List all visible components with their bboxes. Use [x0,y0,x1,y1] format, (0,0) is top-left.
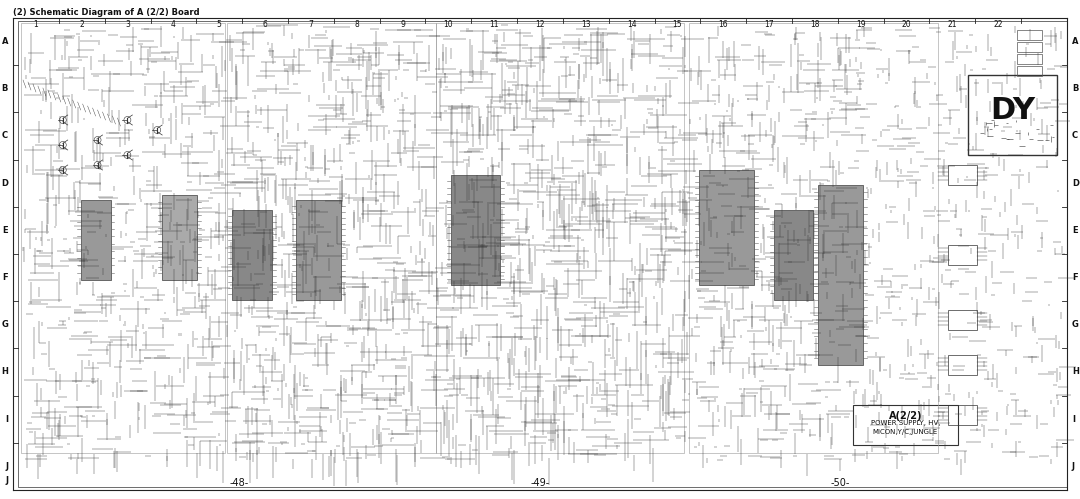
Text: -49-: -49- [530,478,550,488]
Bar [773,210,813,300]
Bar [296,200,341,300]
Text: 7: 7 [309,20,313,29]
Text: POWER SUPPLY, HV,: POWER SUPPLY, HV, [870,420,940,426]
Bar [435,23,684,453]
Text: DY: DY [989,95,1035,124]
Text: D: D [1072,179,1079,188]
Text: H: H [1072,367,1079,377]
Text: G: G [1072,320,1079,329]
Text: 10: 10 [444,20,454,29]
Text: A: A [1,37,8,46]
Text: -48-: -48- [230,478,249,488]
Bar [699,170,754,285]
Text: -50-: -50- [831,478,850,488]
Bar [689,23,937,453]
Bar [1017,66,1042,76]
Text: 20: 20 [902,20,912,29]
Text: J: J [1072,462,1075,471]
Text: 3: 3 [125,20,130,29]
Text: 12: 12 [536,20,544,29]
Text: 13: 13 [581,20,591,29]
Text: 15: 15 [673,20,683,29]
Bar [1017,30,1042,40]
Text: 14: 14 [626,20,636,29]
Bar [947,405,977,425]
Text: E: E [1072,226,1078,235]
Text: C: C [2,132,8,141]
Text: 4: 4 [171,20,176,29]
Text: I: I [1072,415,1075,424]
Text: 21: 21 [947,20,957,29]
Text: (2) Schematic Diagram of A (2/2) Board: (2) Schematic Diagram of A (2/2) Board [13,8,200,17]
Text: 19: 19 [856,20,865,29]
Text: D: D [1,179,8,188]
Bar [947,165,977,185]
Text: MICON,Y/C,JUNGLE: MICON,Y/C,JUNGLE [873,429,939,435]
Bar [947,355,977,375]
Bar [1017,54,1042,64]
Bar [947,310,977,330]
Bar [81,200,110,280]
Text: G: G [1,320,8,329]
Text: 8: 8 [354,20,359,29]
Text: B: B [2,84,8,93]
Text: 5: 5 [217,20,221,29]
Text: 9: 9 [400,20,405,29]
Bar [819,185,863,365]
Text: 22: 22 [994,20,1003,29]
Bar [162,195,197,280]
Text: H: H [1,367,8,377]
Text: 2: 2 [80,20,84,29]
Text: 16: 16 [718,20,728,29]
Bar [227,23,435,453]
Text: A(2/2): A(2/2) [889,411,922,421]
Text: J: J [5,462,8,471]
Bar [232,210,271,300]
Text: B: B [1072,84,1078,93]
Text: E: E [2,226,8,235]
Bar [1017,42,1042,52]
Bar [853,405,958,445]
Text: 11: 11 [489,20,499,29]
Text: 18: 18 [810,20,820,29]
Text: F: F [2,273,8,282]
Text: 17: 17 [765,20,774,29]
Text: J: J [5,476,8,485]
Text: 1: 1 [33,20,39,29]
Text: A: A [1072,37,1079,46]
Bar [968,75,1057,155]
Text: F: F [1072,273,1078,282]
Bar [450,175,500,285]
Bar [21,23,225,453]
Bar [947,245,977,265]
Text: C: C [1072,132,1078,141]
Text: 6: 6 [262,20,268,29]
Text: I: I [5,415,8,424]
